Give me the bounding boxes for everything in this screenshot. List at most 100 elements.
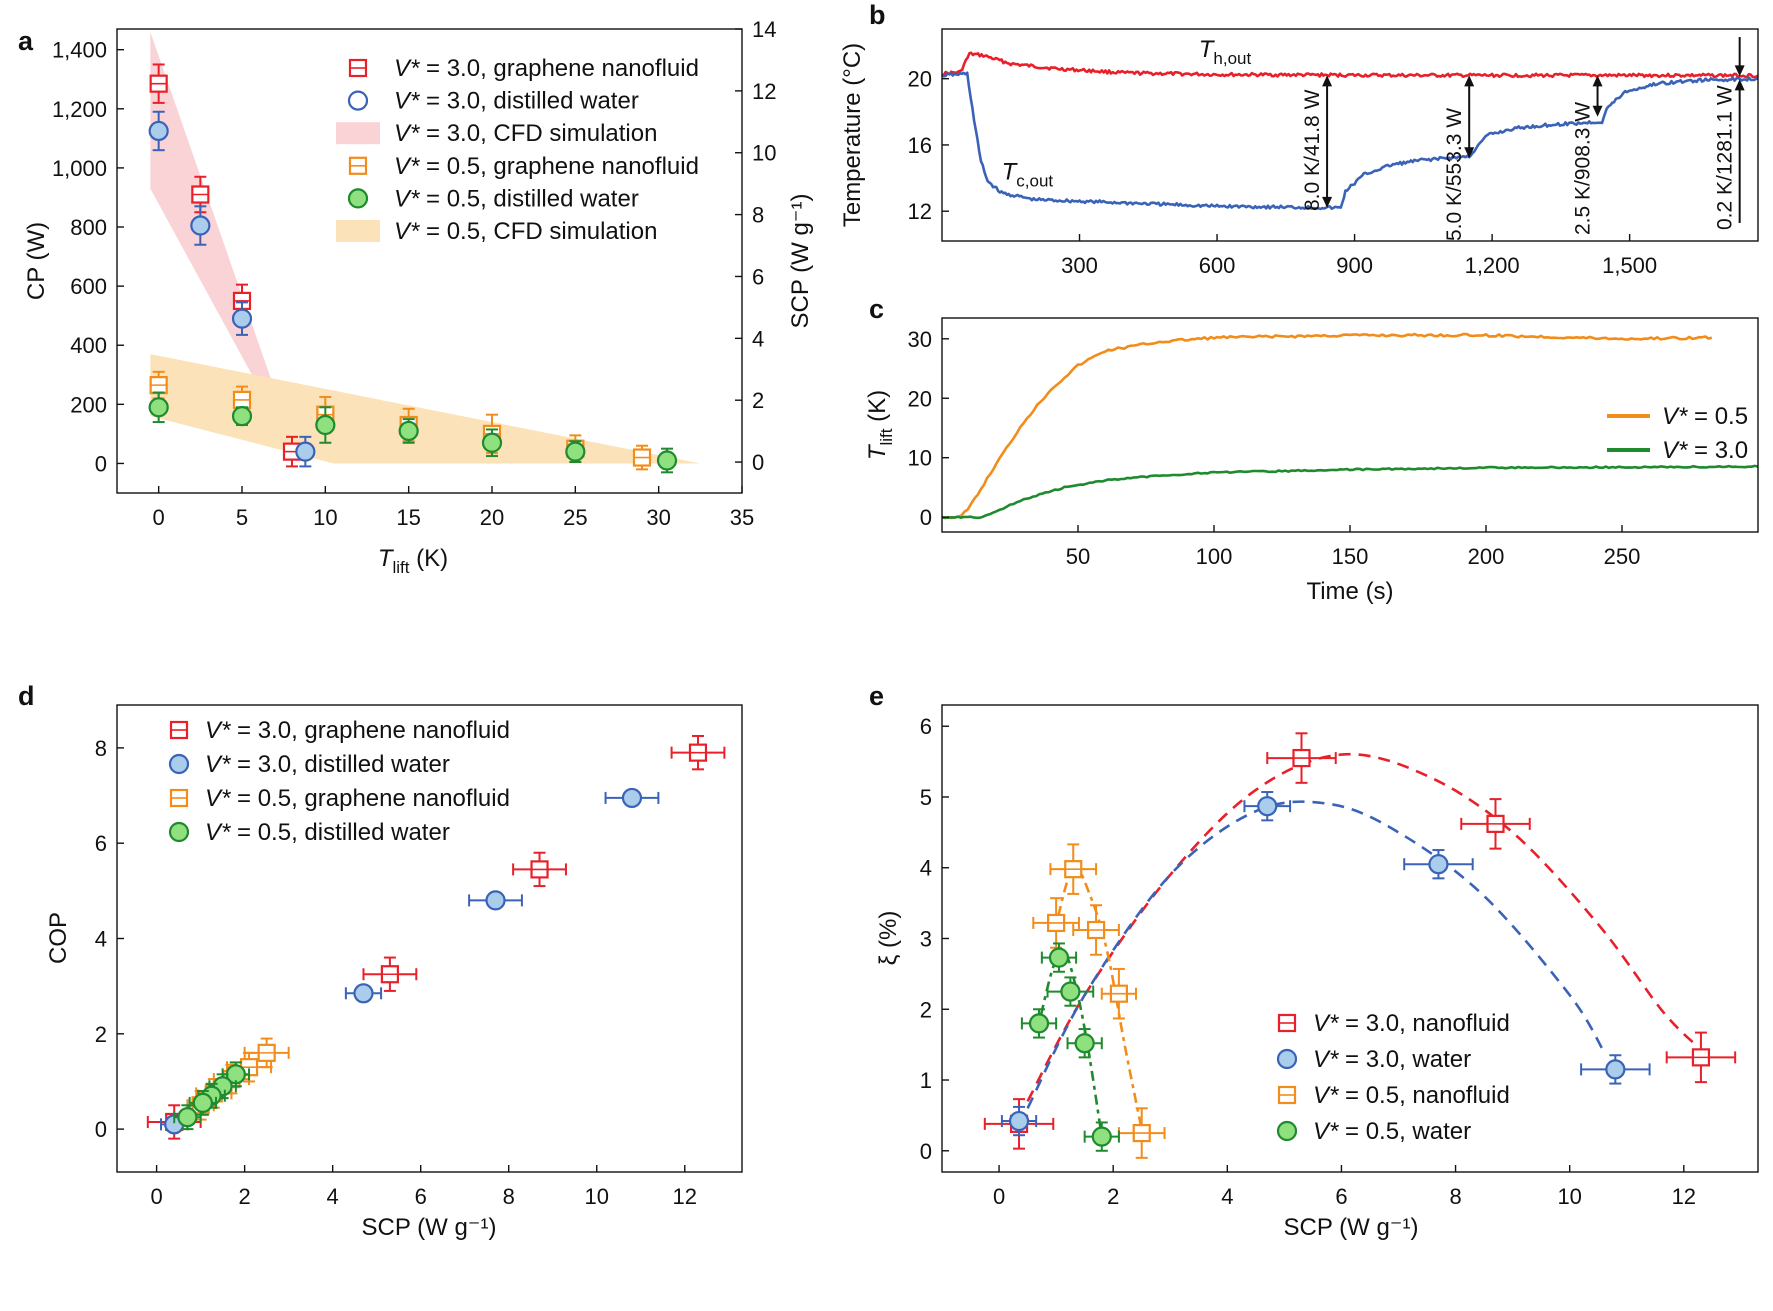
panel-label-b: b: [869, 0, 886, 30]
delta-arrow: [1592, 75, 1603, 117]
data-point-square: [1691, 1048, 1711, 1067]
x-tick-label: 12: [673, 1184, 697, 1209]
x-tick-label: 0: [150, 1184, 162, 1209]
x-tick-label: 900: [1336, 253, 1373, 278]
data-point-square: [380, 965, 399, 984]
y-tick-label: 200: [70, 392, 107, 417]
data-point-circle: [148, 397, 169, 418]
arrow-head: [1322, 196, 1333, 208]
arrow-head: [1592, 105, 1603, 117]
x-tick-label: 30: [646, 505, 670, 530]
x-axis-title: SCP (W g⁻¹): [362, 1214, 497, 1241]
delta-annotation: 2.5 K/908.3 W: [1572, 102, 1595, 235]
x-tick-label: 6: [1335, 1184, 1347, 1209]
y2-tick-label: 12: [752, 79, 776, 104]
y-tick-label: 2: [920, 997, 932, 1022]
x-tick-label: 8: [1449, 1184, 1461, 1209]
series-line-v05: [941, 332, 1713, 520]
y-axis-title: COP: [45, 912, 72, 964]
data-point-circle: [148, 120, 169, 142]
x-tick-label: 6: [415, 1184, 427, 1209]
legend-swatch-square: [1277, 1013, 1297, 1033]
y-tick-label: 4: [95, 927, 107, 952]
series-line-hot-outlet: [941, 51, 1759, 79]
legend-label: V* = 3.0, nanofluid: [1313, 1010, 1510, 1037]
x-tick-label: 2: [239, 1184, 251, 1209]
delta-arrow: [1464, 75, 1475, 159]
x-tick-label: 4: [1221, 1184, 1233, 1209]
y-tick-label: 16: [908, 133, 932, 158]
data-point-square: [632, 448, 652, 467]
data-point-circle: [1028, 1013, 1050, 1034]
data-point-circle: [1074, 1033, 1095, 1054]
legend-swatch-circle: [168, 821, 190, 843]
y-tick-label: 600: [70, 274, 107, 299]
data-point-circle: [1257, 796, 1278, 817]
y-tick-label: 1,400: [52, 38, 107, 63]
y-tick-label: 0: [920, 1139, 932, 1164]
data-point-square: [1047, 913, 1066, 933]
legend-swatch-square: [169, 720, 189, 740]
legend-label: V* = 3.0, CFD simulation: [394, 120, 657, 147]
series-label: Tc,out: [1002, 159, 1054, 191]
plot-frame: [941, 28, 1759, 242]
y-tick-label: 1: [920, 1068, 932, 1093]
data-point-circle: [177, 1107, 198, 1128]
series-label: Th,out: [1199, 36, 1252, 68]
legend-label: V* = 3.0, graphene nanofluid: [394, 55, 699, 82]
y2-axis-title: SCP (W g⁻¹): [787, 194, 814, 329]
y-tick-label: 0: [920, 505, 932, 530]
legend-label: V* = 3.0, water: [1313, 1046, 1471, 1073]
y2-tick-label: 6: [752, 264, 764, 289]
y-axis-title: CP (W): [23, 222, 50, 300]
y-axis-title: Temperature (°C): [839, 43, 866, 227]
y-tick-label: 8: [95, 736, 107, 761]
legend-label: V* = 3.0, distilled water: [394, 88, 639, 115]
data-point-square: [232, 390, 252, 410]
legend-label: V* = 0.5, graphene nanofluid: [394, 153, 699, 180]
cfd-simulation-band: [150, 354, 701, 464]
legend-swatch-circle: [347, 188, 369, 209]
x-tick-label: 10: [585, 1184, 609, 1209]
data-point-square: [149, 376, 168, 395]
plot-frame: [116, 28, 743, 494]
y-tick-label: 400: [70, 333, 107, 358]
legend-label: V* = 3.0, distilled water: [205, 751, 450, 778]
data-point-square: [1292, 748, 1311, 768]
panel-label-a: a: [18, 26, 34, 56]
error-bar: [1000, 1105, 1038, 1137]
data-point-circle: [621, 787, 643, 809]
y2-tick-label: 2: [752, 388, 764, 413]
y-tick-label: 12: [908, 199, 932, 224]
x-axis-title: Time (s): [1306, 578, 1393, 605]
plot-frame: [941, 317, 1759, 533]
data-point-square: [1132, 1123, 1151, 1143]
data-point-circle: [485, 890, 506, 911]
y2-tick-label: 14: [752, 17, 776, 42]
y2-tick-label: 4: [752, 326, 764, 351]
legend-label: V* = 0.5, distilled water: [394, 185, 639, 212]
y-tick-label: 30: [908, 327, 932, 352]
legend-label: V* = 0.5, water: [1313, 1118, 1471, 1145]
delta-annotation: 5.0 K/553.3 W: [1443, 108, 1466, 241]
data-point-circle: [190, 215, 211, 236]
delta-arrow: [1322, 75, 1333, 208]
data-point-square: [1109, 984, 1128, 1003]
y-tick-label: 3: [920, 927, 932, 952]
y-tick-label: 1,000: [52, 156, 107, 181]
y-tick-label: 10: [908, 446, 932, 471]
x-tick-label: 1,200: [1465, 253, 1520, 278]
legend-swatch-band: [336, 122, 380, 145]
data-point-circle: [481, 432, 503, 453]
data-point-circle: [231, 406, 253, 427]
cfd-simulation-band: [150, 31, 301, 464]
x-tick-label: 600: [1199, 253, 1236, 278]
x-tick-label: 100: [1196, 544, 1233, 569]
y-axis-title: Tlift (K): [864, 390, 896, 460]
y-tick-label: 0: [95, 451, 107, 476]
y-tick-label: 1,200: [52, 97, 107, 122]
x-tick-label: 20: [480, 505, 504, 530]
legend-swatch-circle: [347, 90, 369, 111]
y-tick-label: 20: [908, 386, 932, 411]
